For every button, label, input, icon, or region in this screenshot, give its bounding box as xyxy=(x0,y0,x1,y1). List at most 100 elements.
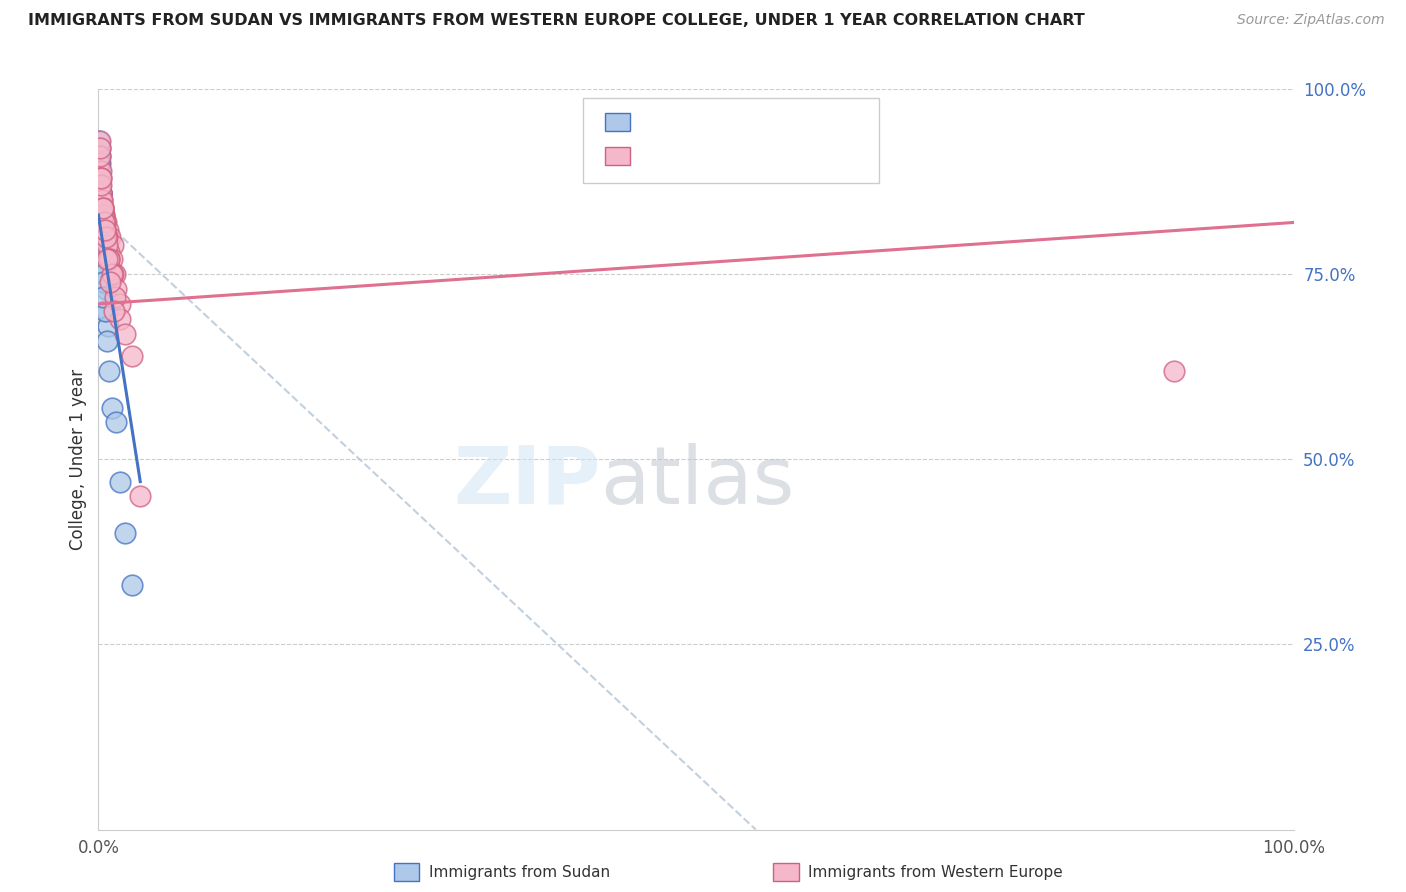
Point xyxy=(91,245,114,260)
Point xyxy=(121,578,143,592)
Point xyxy=(108,297,131,311)
Point xyxy=(89,156,111,170)
Point xyxy=(108,475,131,489)
Point xyxy=(94,304,117,318)
Text: Immigrants from Western Europe: Immigrants from Western Europe xyxy=(808,865,1063,880)
Point xyxy=(89,134,111,148)
Point xyxy=(90,245,112,260)
Point xyxy=(114,526,136,541)
Point xyxy=(90,208,112,222)
Point xyxy=(89,149,111,163)
Text: N =: N = xyxy=(756,147,793,165)
Text: R =: R = xyxy=(640,113,676,131)
Point xyxy=(89,178,111,193)
Point xyxy=(90,186,112,200)
Point xyxy=(89,141,111,155)
Point xyxy=(93,215,115,229)
Point xyxy=(89,178,111,193)
Point xyxy=(91,237,114,252)
Point xyxy=(90,208,112,222)
Text: Immigrants from Sudan: Immigrants from Sudan xyxy=(429,865,610,880)
Point xyxy=(91,275,114,289)
Point xyxy=(89,171,111,186)
Point xyxy=(91,201,114,215)
Point xyxy=(89,141,111,155)
Point xyxy=(100,268,122,282)
Point xyxy=(90,193,112,207)
Point xyxy=(91,223,114,237)
Point xyxy=(90,201,112,215)
Point xyxy=(91,208,114,222)
Point xyxy=(87,134,110,148)
Point xyxy=(1163,363,1185,377)
Point xyxy=(97,319,120,334)
Text: 0.115: 0.115 xyxy=(686,147,738,165)
Point xyxy=(90,193,112,207)
Point xyxy=(90,171,112,186)
Point xyxy=(90,186,112,200)
Point xyxy=(90,186,112,200)
Point xyxy=(89,149,111,163)
Point xyxy=(91,201,114,215)
Point xyxy=(91,201,114,215)
Point xyxy=(93,252,115,267)
Text: R =: R = xyxy=(640,147,676,165)
Point xyxy=(104,268,127,282)
Point xyxy=(96,230,118,244)
Point xyxy=(90,208,112,222)
Text: 49: 49 xyxy=(799,147,823,165)
Point xyxy=(97,252,120,267)
Text: Source: ZipAtlas.com: Source: ZipAtlas.com xyxy=(1237,13,1385,28)
Point xyxy=(100,252,122,267)
Point xyxy=(93,260,115,274)
Point xyxy=(91,193,114,207)
Point xyxy=(93,208,115,222)
Text: ZIP: ZIP xyxy=(453,442,600,521)
Point xyxy=(129,489,152,503)
Point xyxy=(90,215,112,229)
Point xyxy=(89,163,111,178)
Point xyxy=(90,215,112,229)
Point xyxy=(90,208,112,222)
Point xyxy=(96,215,118,229)
Point xyxy=(93,268,115,282)
Y-axis label: College, Under 1 year: College, Under 1 year xyxy=(69,368,87,550)
Point xyxy=(94,223,117,237)
Point xyxy=(100,401,122,415)
Point xyxy=(93,208,115,222)
Point xyxy=(91,245,114,260)
Point xyxy=(105,415,128,429)
Text: IMMIGRANTS FROM SUDAN VS IMMIGRANTS FROM WESTERN EUROPE COLLEGE, UNDER 1 YEAR CO: IMMIGRANTS FROM SUDAN VS IMMIGRANTS FROM… xyxy=(28,13,1085,29)
Point xyxy=(90,163,112,178)
Point xyxy=(91,201,114,215)
Point xyxy=(105,282,128,296)
Point xyxy=(90,171,112,186)
Point xyxy=(91,230,114,244)
Point xyxy=(108,311,131,326)
Point xyxy=(90,178,112,193)
Point xyxy=(96,237,118,252)
Point xyxy=(91,245,114,260)
Point xyxy=(90,201,112,215)
Point xyxy=(90,208,112,222)
Point xyxy=(121,349,143,363)
Point xyxy=(90,193,112,207)
Point xyxy=(90,201,112,215)
Point xyxy=(89,171,111,186)
Text: N =: N = xyxy=(756,113,793,131)
Point xyxy=(101,268,124,282)
Point xyxy=(98,230,122,244)
Point xyxy=(103,304,125,318)
Point xyxy=(89,149,111,163)
Point xyxy=(91,223,114,237)
Point xyxy=(98,363,121,377)
Point xyxy=(91,223,114,237)
Point xyxy=(91,208,114,222)
Point xyxy=(98,252,121,267)
Point xyxy=(94,215,117,229)
Point xyxy=(91,230,114,244)
Point xyxy=(90,230,112,244)
Point xyxy=(101,237,124,252)
Point xyxy=(90,186,112,200)
Point xyxy=(90,186,112,200)
